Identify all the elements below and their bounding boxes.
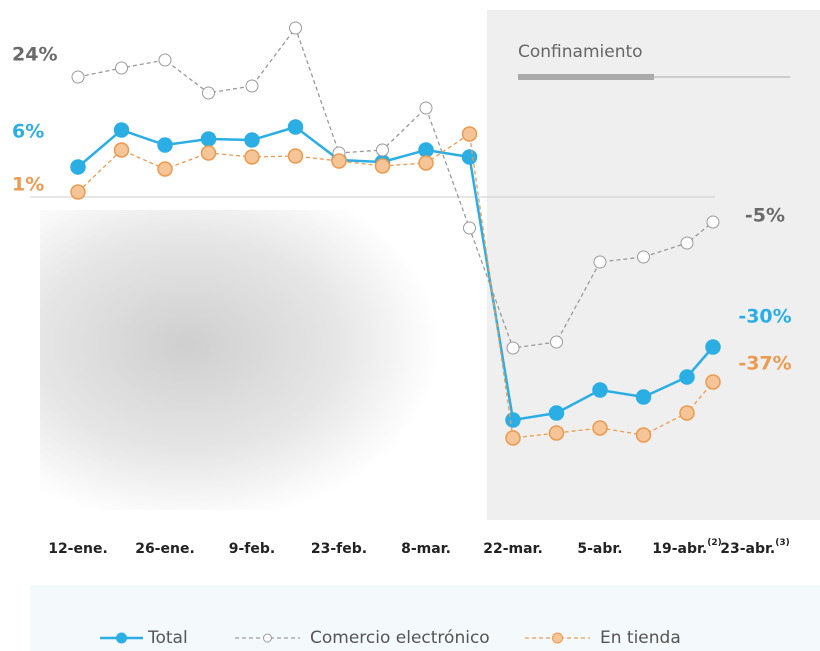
value-label: 1%: [12, 174, 44, 196]
data-point: [289, 21, 302, 35]
data-point: [461, 149, 478, 165]
x-tick-text: 23-feb.: [311, 541, 367, 557]
data-point: [505, 430, 521, 446]
x-tick-text: 8-mar.: [401, 541, 451, 557]
series-line: [77, 26, 714, 349]
legend-box: [30, 585, 820, 651]
data-point: [418, 155, 434, 171]
x-tick-label: 8-mar.: [401, 541, 451, 557]
data-point: [70, 159, 86, 175]
value-label: 6%: [12, 121, 44, 143]
data-point: [287, 148, 304, 164]
data-point: [113, 142, 130, 158]
data-point: [70, 184, 86, 200]
x-tick-text: 19-abr.: [652, 541, 707, 557]
x-tick-label: 23-abr.(3): [720, 538, 790, 558]
background-photo: [40, 210, 460, 510]
annotation-bar: [518, 74, 654, 80]
data-point: [157, 137, 173, 153]
data-point: [244, 149, 260, 165]
data-point: [200, 145, 217, 161]
data-point: [157, 161, 173, 177]
annotation: Confinamiento: [518, 42, 643, 62]
data-point: [419, 101, 433, 115]
data-point: [245, 79, 259, 93]
data-point: [287, 119, 304, 135]
lockdown-shading: [487, 10, 820, 520]
data-point: [706, 215, 720, 229]
x-tick-text: 26-ene.: [135, 541, 195, 557]
data-point: [679, 405, 695, 421]
value-label: 24%: [12, 44, 57, 66]
value-label: -37%: [738, 353, 791, 375]
x-tick-text: 12-ene.: [48, 541, 108, 557]
value-label: -30%: [738, 306, 791, 328]
data-point: [548, 405, 565, 421]
x-tick-text: 22-mar.: [483, 541, 543, 557]
x-tick-label: 23-feb.: [311, 541, 367, 557]
data-point: [505, 412, 521, 428]
x-tick-label: 9-feb.: [229, 541, 275, 557]
data-point: [376, 143, 389, 157]
legend-marker: [552, 632, 563, 644]
x-tick-text: 9-feb.: [229, 541, 275, 557]
x-tick-text: 5-abr.: [577, 541, 622, 557]
data-point: [331, 153, 347, 169]
x-tick-text: 23-abr.: [720, 541, 775, 557]
data-point: [550, 335, 563, 349]
data-point: [113, 122, 130, 138]
data-point: [506, 341, 520, 355]
data-point: [635, 427, 652, 443]
data-point: [71, 70, 85, 84]
data-point: [463, 221, 476, 235]
data-point: [635, 389, 652, 405]
x-tick-superscript: (3): [775, 538, 790, 548]
legend-marker: [116, 632, 127, 644]
series-line: [77, 132, 714, 439]
legend-label: Total: [147, 628, 188, 648]
legend-label: Comercio electrónico: [310, 628, 490, 648]
data-point: [592, 382, 608, 398]
data-point: [548, 425, 565, 441]
x-tick-label: 26-ene.: [135, 541, 195, 557]
data-point: [158, 53, 172, 67]
data-point: [461, 126, 478, 142]
data-point: [115, 61, 128, 75]
x-tick-superscript: (2): [707, 538, 722, 548]
data-point: [200, 131, 217, 147]
value-label: -5%: [745, 205, 785, 227]
data-point: [680, 236, 694, 250]
legend-label: En tienda: [600, 628, 681, 648]
series-line: [77, 125, 714, 422]
data-point: [202, 86, 215, 100]
x-tick-label: 12-ene.: [48, 541, 108, 557]
x-tick-label: 5-abr.: [577, 541, 622, 557]
data-point: [637, 250, 650, 264]
data-point: [374, 158, 391, 174]
x-tick-label: 22-mar.: [483, 541, 543, 557]
data-point: [244, 132, 260, 148]
x-tick-label: 19-abr.(2): [652, 538, 722, 558]
data-point: [705, 374, 721, 390]
data-point: [593, 255, 607, 269]
data-point: [705, 339, 721, 355]
data-point: [679, 369, 695, 385]
data-point: [592, 420, 608, 436]
legend-marker: [263, 633, 272, 643]
data-point: [418, 142, 434, 158]
